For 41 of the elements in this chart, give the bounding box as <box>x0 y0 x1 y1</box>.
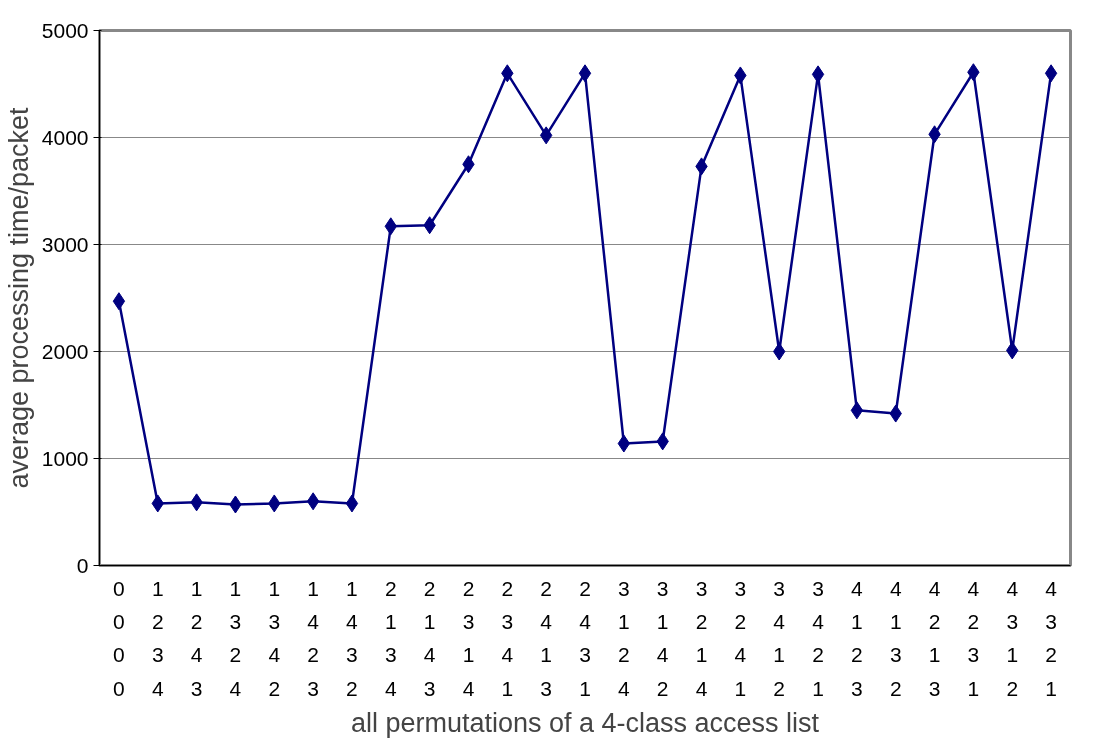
x-tick-label: 1 2 3 4 <box>151 576 164 700</box>
x-tick-label: 3 2 4 1 <box>734 576 747 700</box>
x-tick-label: 2 1 3 4 <box>384 576 397 700</box>
y-tick-label: 5000 <box>41 18 89 42</box>
x-tick-label: 3 1 4 2 <box>656 576 669 700</box>
point <box>306 492 320 511</box>
point <box>578 64 592 83</box>
x-tick-label: 1 4 3 2 <box>346 576 359 700</box>
point <box>1044 64 1058 83</box>
x-tick-label: 2 4 3 1 <box>579 576 592 700</box>
y-tick-label: 0 <box>76 553 89 577</box>
x-tick-label: 1 2 4 3 <box>190 576 203 700</box>
y-tick-label: 3000 <box>41 232 89 256</box>
x-tick-label: 3 4 1 2 <box>773 576 786 700</box>
x-tick-label: 4 3 1 2 <box>1006 576 1019 700</box>
y-axis-title: average processing time/packet <box>3 106 34 489</box>
x-tick-label: 2 3 4 1 <box>501 576 514 700</box>
x-tick-label: 2 3 1 4 <box>462 576 475 700</box>
point <box>850 401 864 420</box>
x-tick-label: 2 4 1 3 <box>540 576 553 700</box>
y-tick-label: 2000 <box>41 339 89 363</box>
x-tick-label: 1 3 4 2 <box>268 576 281 700</box>
y-tick-label: 4000 <box>41 125 89 149</box>
y-tick-label: 1000 <box>41 446 89 470</box>
x-tick-label: 1 3 2 4 <box>229 576 242 700</box>
point <box>345 494 359 513</box>
x-tick-label: 4 1 3 2 <box>889 576 902 700</box>
x-tick-label: 0 0 0 0 <box>113 576 125 700</box>
point <box>112 292 126 311</box>
x-tick-label: 3 2 1 4 <box>695 576 708 700</box>
x-axis-title: all permutations of a 4-class access list <box>350 707 820 738</box>
x-tick-label: 3 1 2 4 <box>618 576 630 700</box>
x-tick-label: 4 3 2 1 <box>1045 576 1058 700</box>
x-tick-label: 2 1 4 3 <box>423 576 436 700</box>
x-tick-label: 1 4 2 3 <box>307 576 320 700</box>
x-tick-label: 4 2 3 1 <box>967 576 980 700</box>
x-tick-label: 4 2 1 3 <box>928 576 941 700</box>
x-tick-label: 3 4 2 1 <box>812 576 825 700</box>
point <box>617 434 631 453</box>
x-tick-label: 4 1 2 3 <box>851 576 864 700</box>
point <box>539 126 553 145</box>
